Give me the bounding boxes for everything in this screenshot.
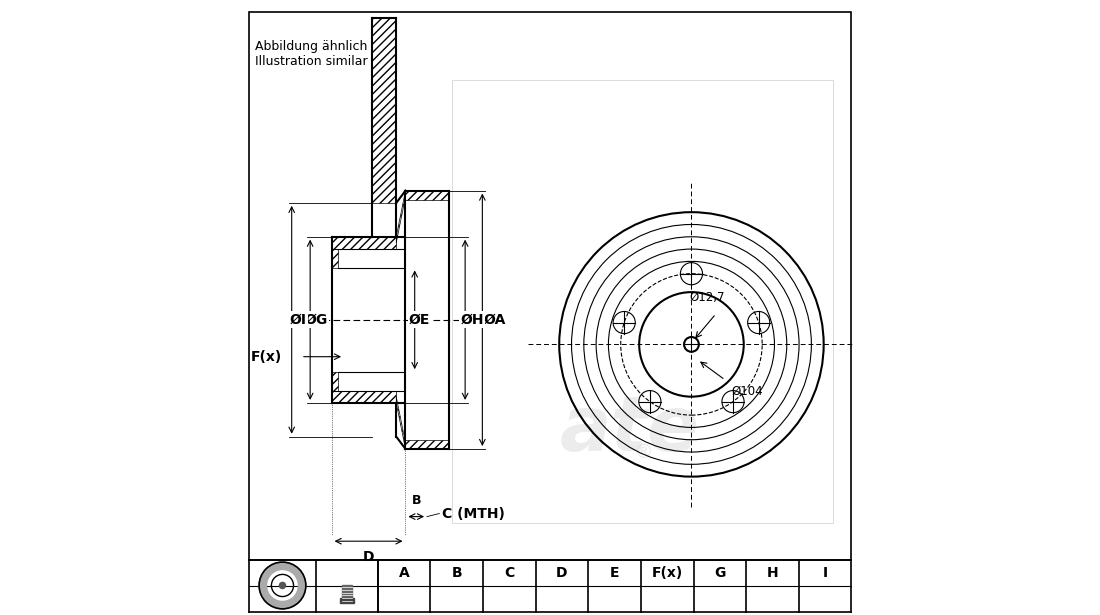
Text: H: H xyxy=(767,566,778,580)
Text: Ø12,7: Ø12,7 xyxy=(689,292,725,304)
Text: C: C xyxy=(504,566,515,580)
Text: B: B xyxy=(451,566,462,580)
Bar xyxy=(342,585,352,601)
Bar xyxy=(340,598,354,603)
Text: F(x): F(x) xyxy=(251,350,283,363)
Text: ØG: ØG xyxy=(305,313,328,327)
Text: ØE: ØE xyxy=(409,313,430,327)
Wedge shape xyxy=(260,562,306,609)
Text: F(x): F(x) xyxy=(651,566,683,580)
Text: ØI: ØI xyxy=(289,313,306,327)
Text: I: I xyxy=(823,566,827,580)
Circle shape xyxy=(279,582,286,589)
Text: D: D xyxy=(557,566,568,580)
Text: ØH: ØH xyxy=(460,313,484,327)
Bar xyxy=(249,12,851,560)
Text: Ø104: Ø104 xyxy=(732,384,763,397)
Text: A: A xyxy=(398,566,409,580)
Text: E: E xyxy=(609,566,619,580)
Text: B: B xyxy=(411,494,421,507)
Text: D: D xyxy=(363,550,374,565)
Text: C (MTH): C (MTH) xyxy=(442,507,505,520)
Text: G: G xyxy=(714,566,726,580)
Text: ®: ® xyxy=(632,443,652,462)
Text: ate: ate xyxy=(560,394,700,467)
Text: Abbildung ähnlich
Illustration similar: Abbildung ähnlich Illustration similar xyxy=(255,40,367,68)
Text: ØA: ØA xyxy=(484,313,506,327)
